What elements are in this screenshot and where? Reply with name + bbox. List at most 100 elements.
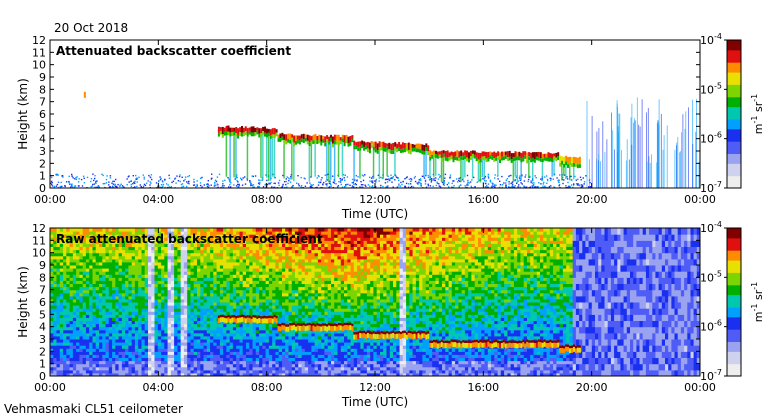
noise-cell <box>262 345 267 349</box>
noise-cell <box>252 351 257 355</box>
noise-cell <box>265 298 270 303</box>
noise-cell <box>219 323 224 328</box>
noise-cell <box>278 255 283 260</box>
noise-cell <box>223 335 227 340</box>
surface-signal <box>257 182 260 184</box>
noise-cell <box>255 258 260 263</box>
noise-cell <box>255 261 260 266</box>
cloud-signal <box>361 140 364 145</box>
surface-signal <box>142 186 144 188</box>
noise-cell <box>268 345 273 349</box>
noise-cell <box>259 363 263 368</box>
noise-cell <box>76 357 80 362</box>
noise-cell <box>112 305 116 309</box>
noise-cell <box>265 283 270 288</box>
noise-cell <box>92 240 97 244</box>
noise-cell <box>151 249 156 254</box>
noise-cell <box>121 369 126 374</box>
noise-cell <box>131 265 136 269</box>
noise-cell <box>85 268 90 272</box>
noise-cell <box>108 249 113 254</box>
surface-signal <box>514 185 516 187</box>
surface-signal <box>320 179 322 181</box>
noise-cell <box>121 314 126 318</box>
noise-cell <box>138 274 142 278</box>
surface-signal <box>532 178 534 180</box>
noise-cell <box>242 298 247 303</box>
surface-signal <box>111 186 113 188</box>
cloud-signal <box>273 134 276 139</box>
surface-signal <box>566 186 568 188</box>
noise-cell <box>183 277 188 281</box>
surface-signal <box>380 186 382 188</box>
noise-cell <box>210 348 214 352</box>
noise-cell <box>115 323 120 328</box>
surface-signal <box>537 186 539 188</box>
noise-cell <box>151 255 156 260</box>
noise-cell <box>66 258 71 263</box>
noise-cell <box>278 243 283 247</box>
cloud-signal <box>477 152 480 160</box>
noise-cell <box>148 311 152 315</box>
noise-cell <box>170 342 175 346</box>
noise-cell <box>148 302 152 306</box>
noise-cell <box>242 305 247 309</box>
surface-signal <box>64 185 66 188</box>
noise-cell <box>262 280 267 284</box>
noise-cell <box>72 274 77 278</box>
noise-cell <box>174 231 178 235</box>
noise-cell <box>157 369 162 374</box>
noise-cell <box>50 295 54 300</box>
noise-cell <box>151 283 156 288</box>
surface-signal <box>135 178 137 180</box>
cloud-signal <box>223 127 226 132</box>
noise-cell <box>210 339 214 343</box>
noise-cell <box>50 228 54 232</box>
cloud-signal <box>522 157 525 162</box>
noise-cell <box>102 280 107 284</box>
noise-cell <box>262 298 267 303</box>
cloud-signal <box>497 156 500 160</box>
noise-cell <box>259 237 263 241</box>
noise-cell <box>170 283 175 288</box>
noise-cell <box>187 298 191 303</box>
noise-cell <box>167 292 172 297</box>
cloud-signal <box>229 127 232 133</box>
noise-cell <box>275 335 280 340</box>
noise-cell <box>72 234 77 238</box>
colorbar-segment <box>727 69 741 73</box>
noise-cell <box>219 351 224 355</box>
noise-cell <box>154 323 159 328</box>
noise-cell <box>164 369 169 374</box>
noise-cell <box>206 339 211 343</box>
surface-signal <box>408 178 411 180</box>
surface-signal <box>361 174 364 176</box>
surface-signal <box>74 185 76 187</box>
surface-signal <box>98 185 100 188</box>
noise-cell <box>53 348 58 352</box>
noise-cell <box>272 369 276 374</box>
surface-signal <box>433 179 435 181</box>
noise-cell <box>219 372 224 376</box>
noise-cell <box>138 329 142 334</box>
cloud-signal <box>239 132 242 136</box>
noise-cell <box>138 255 142 260</box>
cloud-signal <box>394 142 397 147</box>
surface-signal <box>386 178 389 181</box>
noise-cell <box>174 342 178 346</box>
surface-signal <box>134 182 136 184</box>
noise-cell <box>265 329 270 334</box>
colorbar-segment <box>727 158 741 162</box>
noise-cell <box>190 265 195 269</box>
noise-cell <box>76 366 80 371</box>
cloud-signal <box>547 152 550 158</box>
noise-cell <box>141 366 146 371</box>
noise-cell <box>79 283 84 288</box>
noise-cell <box>69 335 74 340</box>
precipitation-trail <box>563 167 565 176</box>
noise-cell <box>118 372 123 376</box>
noise-cell <box>219 228 224 232</box>
noise-cell <box>50 255 54 260</box>
noise-cell <box>164 372 169 376</box>
noise-cell <box>131 252 136 257</box>
